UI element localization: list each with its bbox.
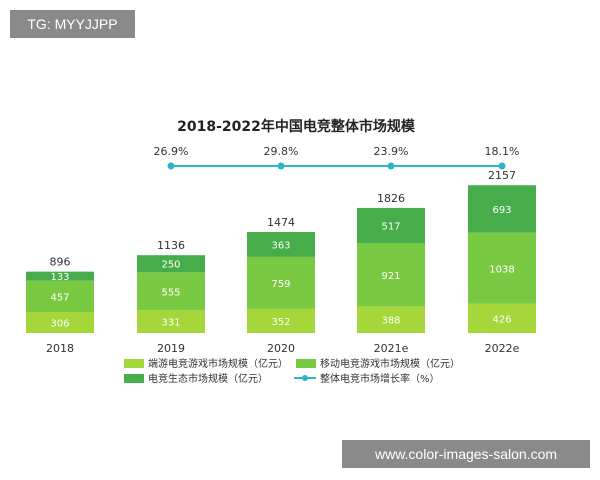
x-tick-label: 2019 <box>157 342 185 355</box>
growth-rate-label: 26.9% <box>154 145 189 158</box>
segment-value-label: 306 <box>50 319 69 330</box>
total-value-label: 896 <box>50 256 71 269</box>
bar-segment <box>137 255 205 273</box>
watermark-top: TG: MYYJJPP <box>10 10 135 38</box>
segment-value-label: 133 <box>50 272 69 283</box>
growth-rate-point <box>387 162 395 170</box>
watermark-bottom: www.color-images-salon.com <box>342 440 590 468</box>
segment-value-label: 1038 <box>489 264 514 275</box>
bar-segment <box>357 207 425 244</box>
bar-segment <box>357 243 425 307</box>
legend-label: 电竞生态市场规模（亿元） <box>148 372 268 385</box>
segment-value-label: 331 <box>161 318 180 329</box>
bar-segment <box>357 306 425 333</box>
segment-value-label: 517 <box>381 222 400 233</box>
growth-rate-label: 18.1% <box>485 145 520 158</box>
total-value-label: 2157 <box>488 169 516 182</box>
growth-rate-label: 29.8% <box>264 145 299 158</box>
segment-value-label: 759 <box>271 279 290 290</box>
segment-value-label: 352 <box>271 317 290 328</box>
bar-segment <box>26 312 94 333</box>
bar-segment <box>247 308 315 333</box>
segment-value-label: 457 <box>50 292 69 303</box>
growth-rate-point <box>167 162 175 170</box>
total-value-label: 1826 <box>377 192 405 205</box>
segment-value-label: 388 <box>381 316 400 327</box>
bar-segment <box>468 232 536 304</box>
legend-swatch <box>124 374 144 383</box>
growth-rate-label: 23.9% <box>374 145 409 158</box>
bar-segment <box>137 272 205 311</box>
growth-rate-point <box>498 162 506 170</box>
x-tick-label: 2022e <box>485 342 520 355</box>
x-tick-label: 2018 <box>46 342 74 355</box>
legend-swatch <box>124 359 144 368</box>
total-value-label: 1474 <box>267 216 295 229</box>
total-value-label: 1136 <box>157 239 185 252</box>
segment-value-label: 555 <box>161 287 180 298</box>
bar-segment <box>468 303 536 333</box>
segment-value-label: 426 <box>492 314 511 325</box>
segment-value-label: 693 <box>492 205 511 216</box>
growth-rate-point <box>277 162 285 170</box>
segment-value-label: 363 <box>271 240 290 251</box>
legend-label: 整体电竞市场增长率（%） <box>320 372 440 385</box>
chart-title: 2018-2022年中国电竞整体市场规模 <box>177 118 416 135</box>
bar-segment <box>26 280 94 313</box>
legend-label: 移动电竞游戏市场规模（亿元） <box>320 357 460 370</box>
bar-segment <box>26 271 94 281</box>
segment-value-label: 250 <box>161 260 180 271</box>
legend-label: 端游电竞游戏市场规模（亿元） <box>148 357 288 370</box>
bar-segment <box>247 232 315 257</box>
bar-segment <box>247 256 315 309</box>
legend-line-marker <box>302 375 308 381</box>
x-tick-label: 2021e <box>374 342 409 355</box>
bar-segment <box>468 185 536 233</box>
x-tick-label: 2020 <box>267 342 295 355</box>
segment-value-label: 921 <box>381 271 400 282</box>
bar-segment <box>137 310 205 333</box>
legend-swatch <box>296 359 316 368</box>
